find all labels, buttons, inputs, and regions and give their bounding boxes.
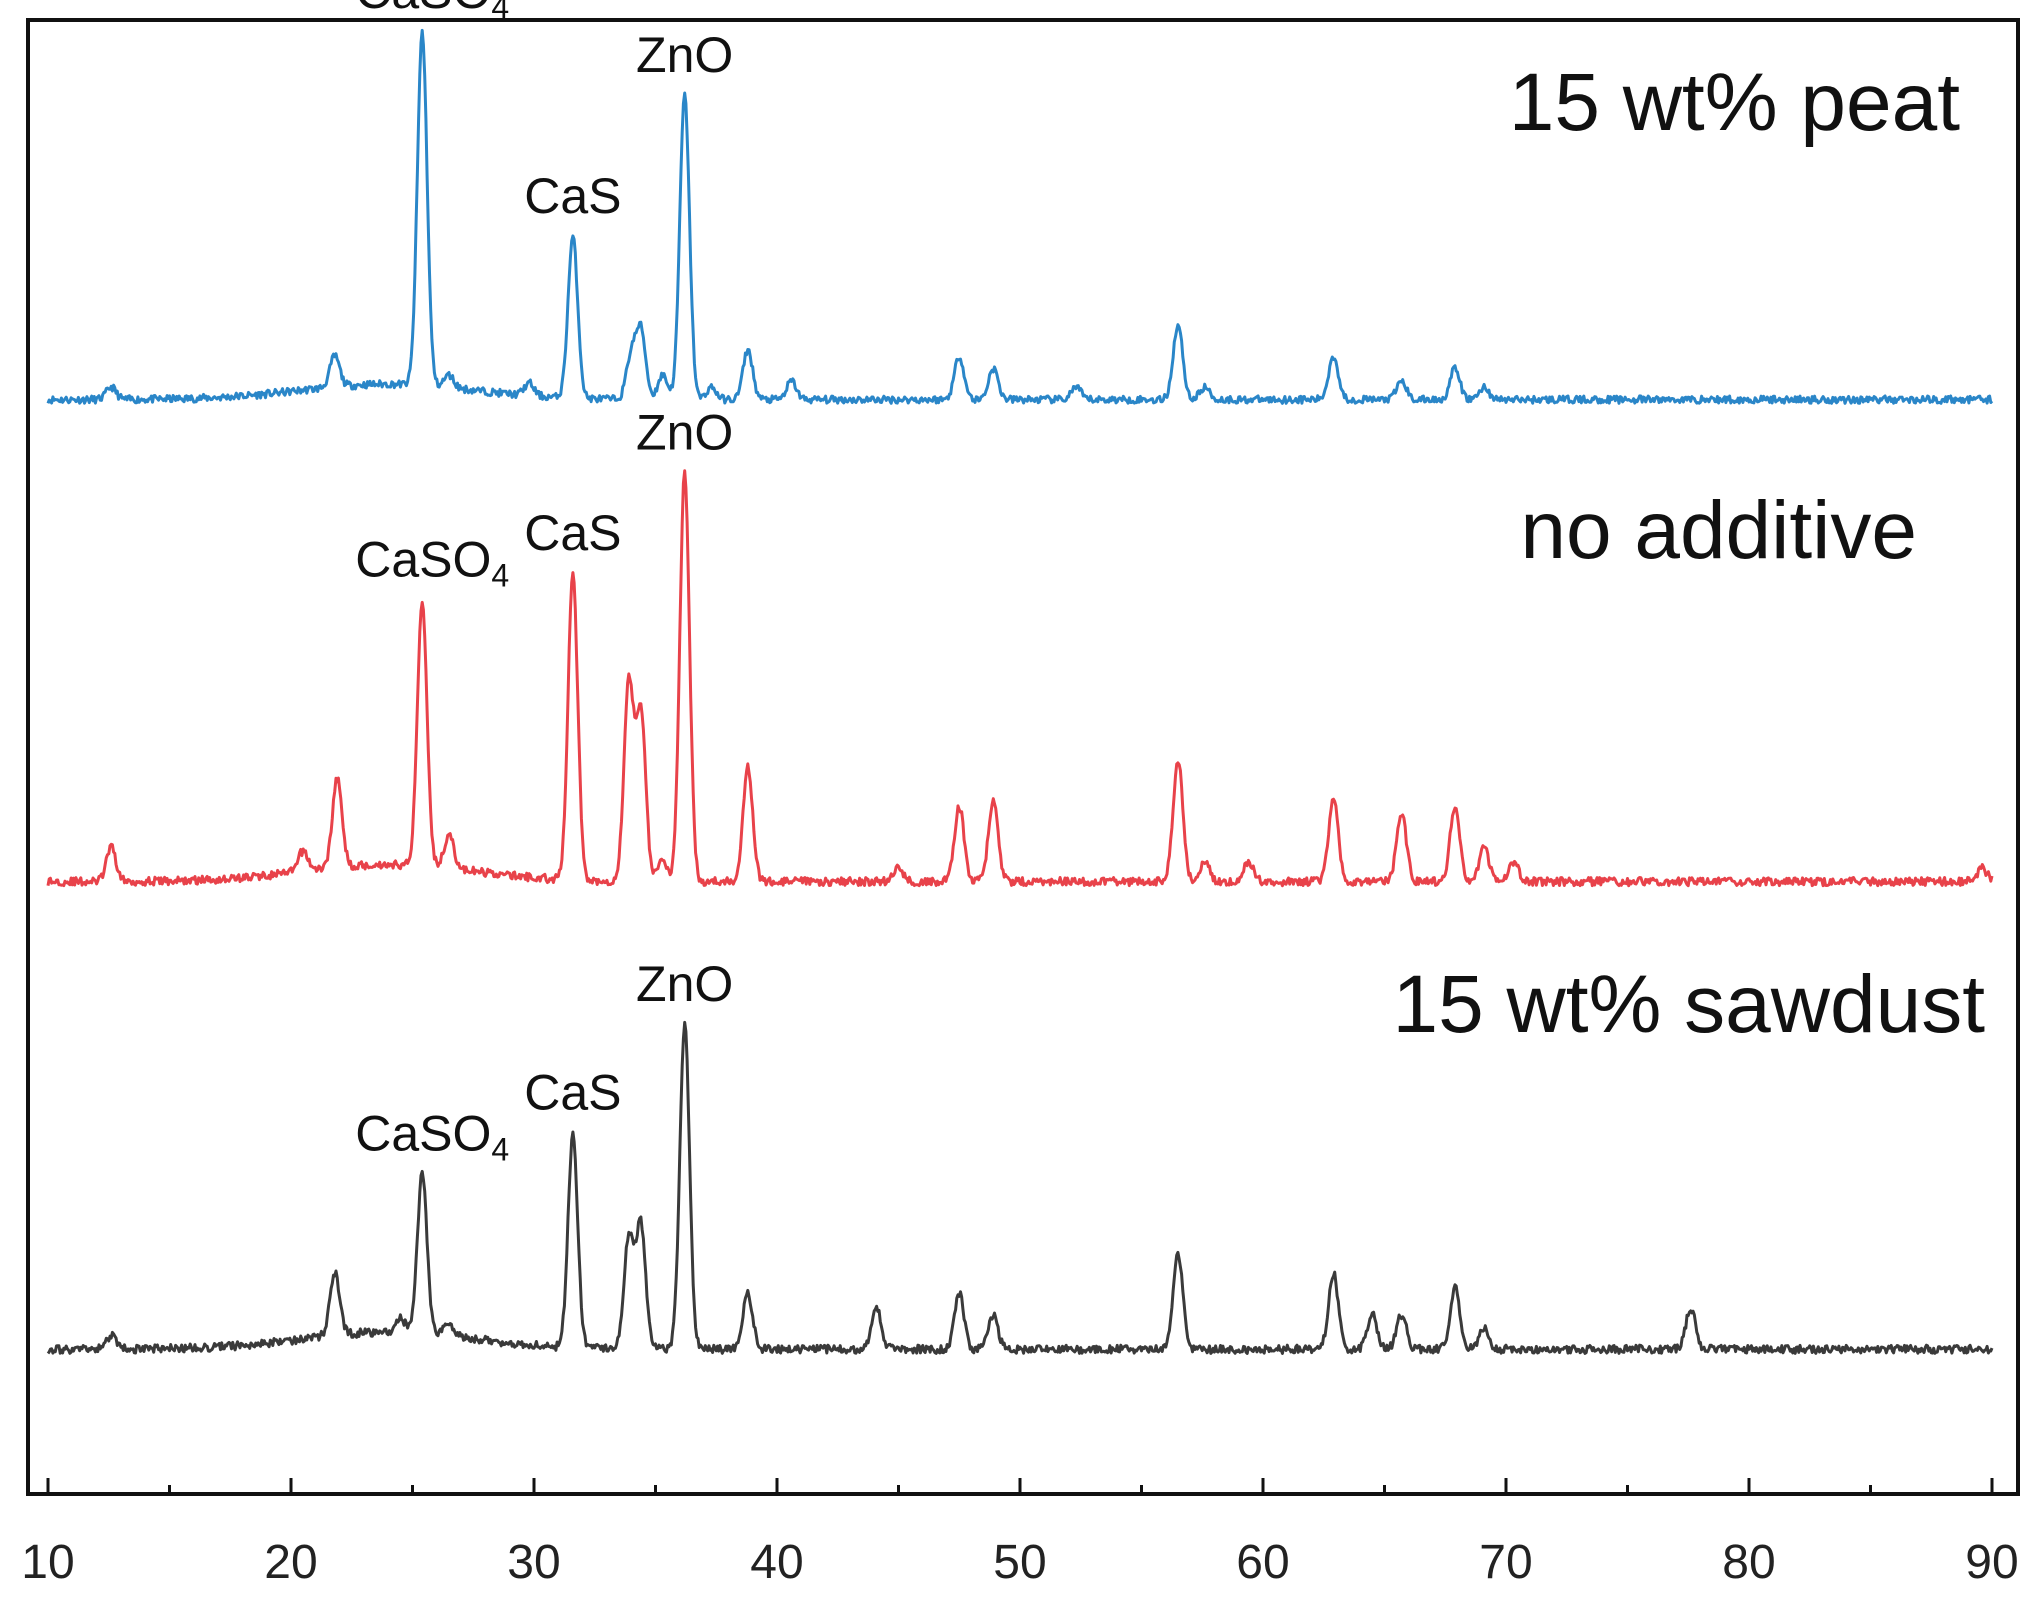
peak-label: ZnO: [636, 405, 733, 461]
peak-label: CaS: [524, 505, 621, 561]
series-label: 15 wt% peat: [1509, 57, 1960, 148]
series-label: no additive: [1520, 485, 1917, 576]
x-tick-label: 30: [507, 1536, 560, 1589]
peak-label: CaS: [524, 168, 621, 224]
x-axis-ticks: [46, 1478, 1994, 1494]
series-line: [46, 28, 1994, 405]
peak-label: CaSO4: [355, 1106, 509, 1168]
x-tick-label: 70: [1479, 1536, 1532, 1589]
plot-frame: [26, 18, 2020, 1496]
x-tick-label: 90: [1965, 1536, 2018, 1589]
x-tick-label: 20: [264, 1536, 317, 1589]
series-lines: [46, 28, 1994, 1355]
series-labels: 15 wt% peat no additive 15 wt% sawdust: [1393, 57, 1986, 1050]
peak-label: ZnO: [636, 956, 733, 1012]
x-axis-tick-labels: 10 20 30 40 50 60 70 80 90: [21, 1536, 2018, 1589]
peak-labels: CaSO4CaSZnOCaSO4CaSZnOCaSO4CaSZnO: [355, 0, 733, 1168]
series-label: 15 wt% sawdust: [1393, 959, 1986, 1050]
x-tick-label: 40: [750, 1536, 803, 1589]
peak-label: CaS: [524, 1065, 621, 1121]
series-line: [46, 1020, 1994, 1355]
series-line: [46, 469, 1994, 888]
x-tick-label: 80: [1722, 1536, 1775, 1589]
x-tick-label: 10: [21, 1536, 74, 1589]
x-tick-label: 60: [1236, 1536, 1289, 1589]
peak-label: ZnO: [636, 27, 733, 83]
peak-label: CaSO4: [355, 532, 509, 594]
x-tick-label: 50: [993, 1536, 1046, 1589]
